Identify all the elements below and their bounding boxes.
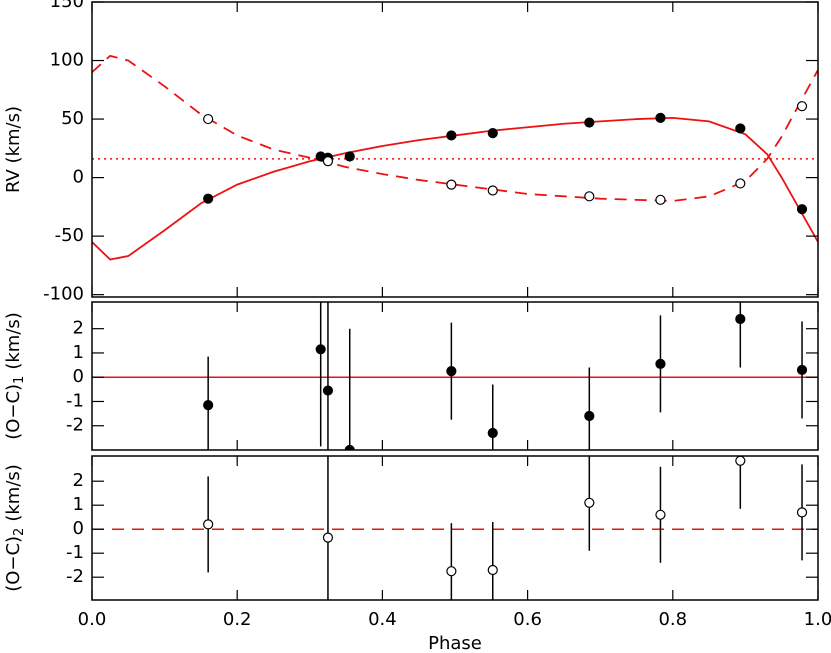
y-tick-label: 1 — [73, 494, 84, 515]
data-point — [796, 204, 808, 215]
y-label-text: (O−C) — [3, 384, 24, 440]
y-label-text: (O−C) — [3, 536, 24, 592]
data-point — [796, 364, 808, 376]
data-point — [322, 385, 334, 396]
data-point — [584, 191, 595, 202]
data-point — [796, 101, 808, 112]
data-point — [487, 185, 498, 196]
data-point — [344, 444, 355, 450]
y-axis-label: (O−C)1 (km/s) — [3, 312, 27, 440]
y-label-unit: (km/s) — [3, 312, 24, 369]
y-tick-label: -1 — [66, 390, 84, 411]
y-label-sub: 2 — [12, 528, 27, 536]
x-tick-label: 0.0 — [78, 609, 107, 630]
data-point — [315, 344, 326, 355]
panel-frame — [91, 1, 819, 298]
plot-area — [92, 54, 818, 261]
data-point — [446, 179, 457, 190]
data-point — [322, 156, 334, 167]
data-point — [322, 532, 334, 543]
y-tick-label: -100 — [43, 284, 84, 305]
plot-area — [92, 456, 818, 600]
y-tick-label: 2 — [73, 318, 84, 339]
data-point — [203, 519, 214, 530]
data-point — [487, 564, 498, 576]
data-point — [584, 497, 595, 508]
y-tick-label: 2 — [73, 470, 84, 491]
data-point — [446, 130, 457, 141]
y-tick-label: 150 — [50, 0, 84, 12]
data-point — [487, 427, 498, 439]
data-point — [735, 178, 746, 189]
x-tick-label: 0.8 — [658, 609, 687, 630]
panel-frame — [91, 455, 819, 601]
data-point — [735, 313, 746, 325]
x-tick-label: 0.4 — [368, 609, 397, 630]
data-point — [344, 151, 355, 162]
y-axis-label: RV (km/s) — [3, 106, 24, 193]
data-point — [584, 117, 595, 128]
x-tick-label: 1.0 — [804, 609, 831, 630]
x-tick-label: 0.6 — [513, 609, 542, 630]
y-label-unit: (km/s) — [3, 464, 24, 521]
data-point — [203, 400, 214, 411]
x-tick-label: 0.2 — [223, 609, 252, 630]
data-point — [446, 566, 457, 577]
y-tick-label: 50 — [61, 108, 84, 129]
data-point — [487, 128, 498, 139]
data-point — [655, 358, 666, 369]
y-axis-label: (O−C)2 (km/s) — [3, 464, 27, 592]
x-axis-label: Phase — [428, 633, 482, 653]
y-tick-label: 1 — [73, 342, 84, 363]
data-point — [655, 509, 666, 520]
data-point — [735, 123, 746, 134]
data-point — [584, 410, 595, 422]
data-point — [446, 366, 457, 377]
model-curve — [92, 54, 818, 202]
data-point — [796, 507, 808, 518]
data-point — [655, 112, 666, 123]
y-tick-label: 0 — [73, 366, 84, 387]
y-tick-label: -1 — [66, 542, 84, 563]
y-label-sub: 1 — [12, 376, 27, 384]
y-tick-label: 0 — [73, 518, 84, 539]
panel-frame — [91, 301, 819, 451]
model-curve — [92, 116, 818, 261]
plot-area — [92, 302, 818, 450]
data-point — [735, 456, 746, 466]
data-point — [203, 113, 214, 125]
data-point — [203, 193, 214, 204]
y-tick-label: -2 — [66, 566, 84, 587]
y-tick-label: -2 — [66, 415, 84, 436]
y-tick-label: 0 — [73, 167, 84, 188]
data-point — [655, 194, 666, 205]
y-tick-label: 100 — [50, 50, 84, 71]
y-tick-label: -50 — [55, 225, 84, 246]
